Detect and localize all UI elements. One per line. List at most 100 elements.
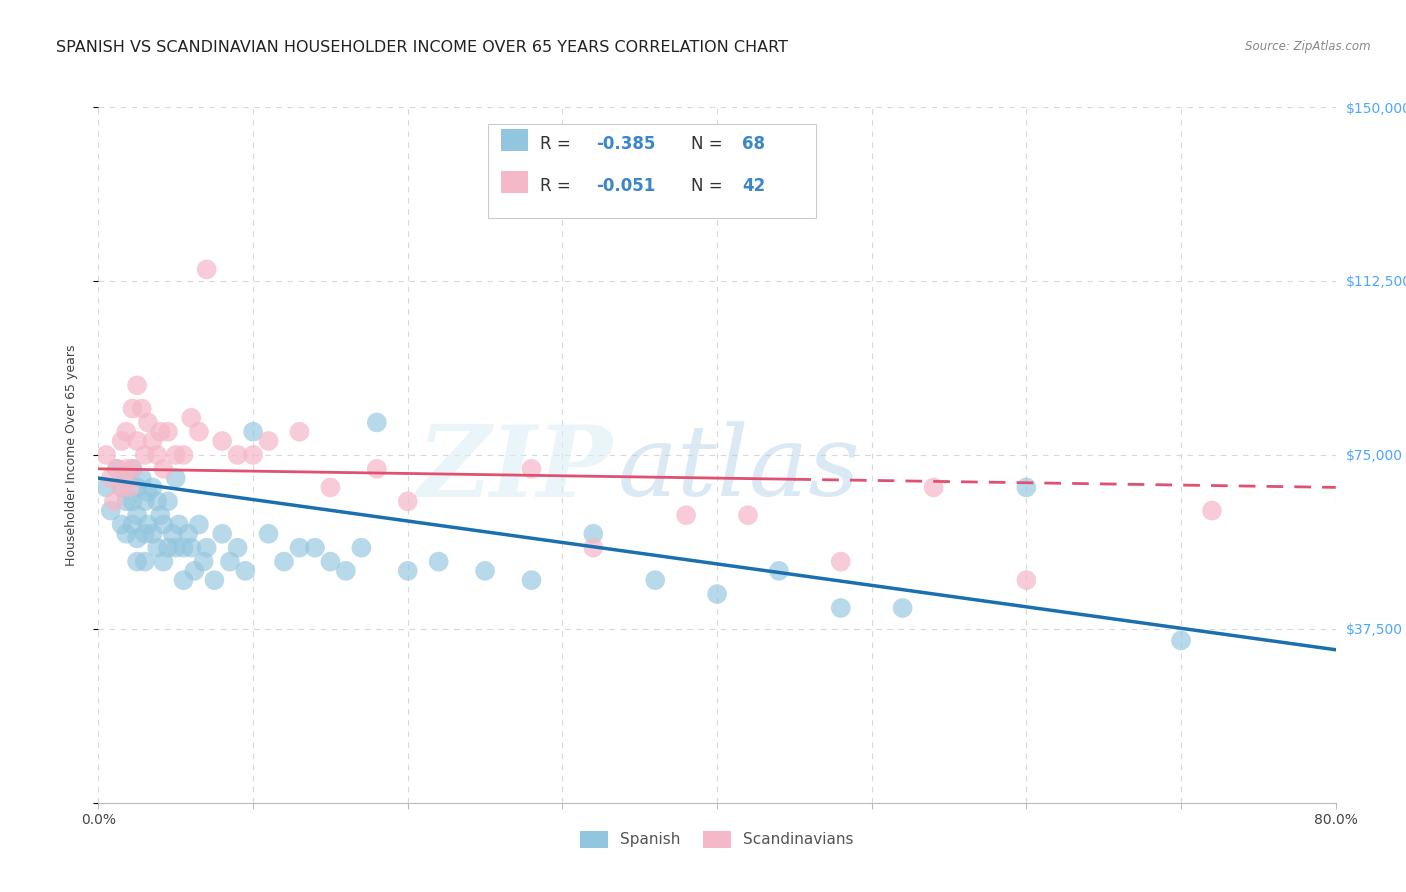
Point [304,541,326,555]
Point [350,541,373,555]
Point [165,541,187,555]
Point [1015,480,1038,494]
Point [335,564,357,578]
Point [121,494,143,508]
Text: SPANISH VS SCANDINAVIAN HOUSEHOLDER INCOME OVER 65 YEARS CORRELATION CHART: SPANISH VS SCANDINAVIAN HOUSEHOLDER INCO… [56,40,789,55]
Point [131,401,153,416]
Point [922,480,945,494]
Point [366,462,388,476]
Text: 42: 42 [742,177,765,194]
Point [115,462,138,476]
Point [1170,633,1192,648]
Point [319,480,342,494]
Point [257,526,280,541]
Point [146,494,169,508]
Point [136,416,159,430]
Point [193,555,215,569]
Point [288,425,311,439]
Point [127,480,149,494]
Point [180,541,202,555]
Point [127,508,149,523]
FancyBboxPatch shape [501,171,527,193]
Text: ZIP: ZIP [418,421,612,517]
Point [146,541,169,555]
Point [152,555,174,569]
Point [103,494,125,508]
Point [768,564,790,578]
Point [183,564,205,578]
Point [474,564,496,578]
Point [180,410,202,425]
Point [396,564,419,578]
Point [273,555,295,569]
Point [319,555,342,569]
Point [226,448,249,462]
Point [96,480,118,494]
Point [288,541,311,555]
Point [582,541,605,555]
Point [134,526,156,541]
Point [157,425,180,439]
Point [136,517,159,532]
FancyBboxPatch shape [501,129,527,151]
Point [115,494,138,508]
Point [131,471,153,485]
Point [188,517,211,532]
Point [1201,503,1223,517]
Point [226,541,249,555]
Point [134,555,156,569]
Point [142,526,165,541]
Point [582,526,605,541]
Point [136,485,159,500]
Point [149,425,172,439]
Point [100,471,122,485]
Point [644,573,666,587]
Point [127,378,149,392]
Point [204,573,226,587]
Point [891,601,914,615]
Point [173,541,195,555]
Point [121,462,143,476]
Text: R =: R = [540,135,576,153]
Point [118,480,141,494]
Text: N =: N = [692,177,728,194]
Point [100,503,122,517]
Point [157,494,180,508]
Point [152,517,174,532]
Text: -0.051: -0.051 [596,177,655,194]
Legend: Spanish, Scandinavians: Spanish, Scandinavians [574,824,860,855]
Point [134,494,156,508]
Point [152,462,174,476]
Point [142,434,165,448]
Point [706,587,728,601]
Point [111,434,134,448]
Point [96,448,118,462]
Point [173,573,195,587]
Point [157,541,180,555]
Point [142,480,165,494]
Point [121,401,143,416]
Text: atlas: atlas [619,421,860,516]
Point [177,526,200,541]
Point [235,564,257,578]
Point [134,448,156,462]
Point [127,434,149,448]
FancyBboxPatch shape [488,124,815,219]
Point [127,555,149,569]
Point [146,448,169,462]
Point [242,448,264,462]
Point [675,508,697,523]
Point [162,526,184,541]
Point [115,526,138,541]
Point [427,555,450,569]
Point [737,508,759,523]
Point [219,555,242,569]
Text: 68: 68 [742,135,765,153]
Point [149,508,172,523]
Point [1015,573,1038,587]
Point [121,517,143,532]
Point [242,425,264,439]
Point [173,448,195,462]
Point [121,462,143,476]
Point [167,517,190,532]
